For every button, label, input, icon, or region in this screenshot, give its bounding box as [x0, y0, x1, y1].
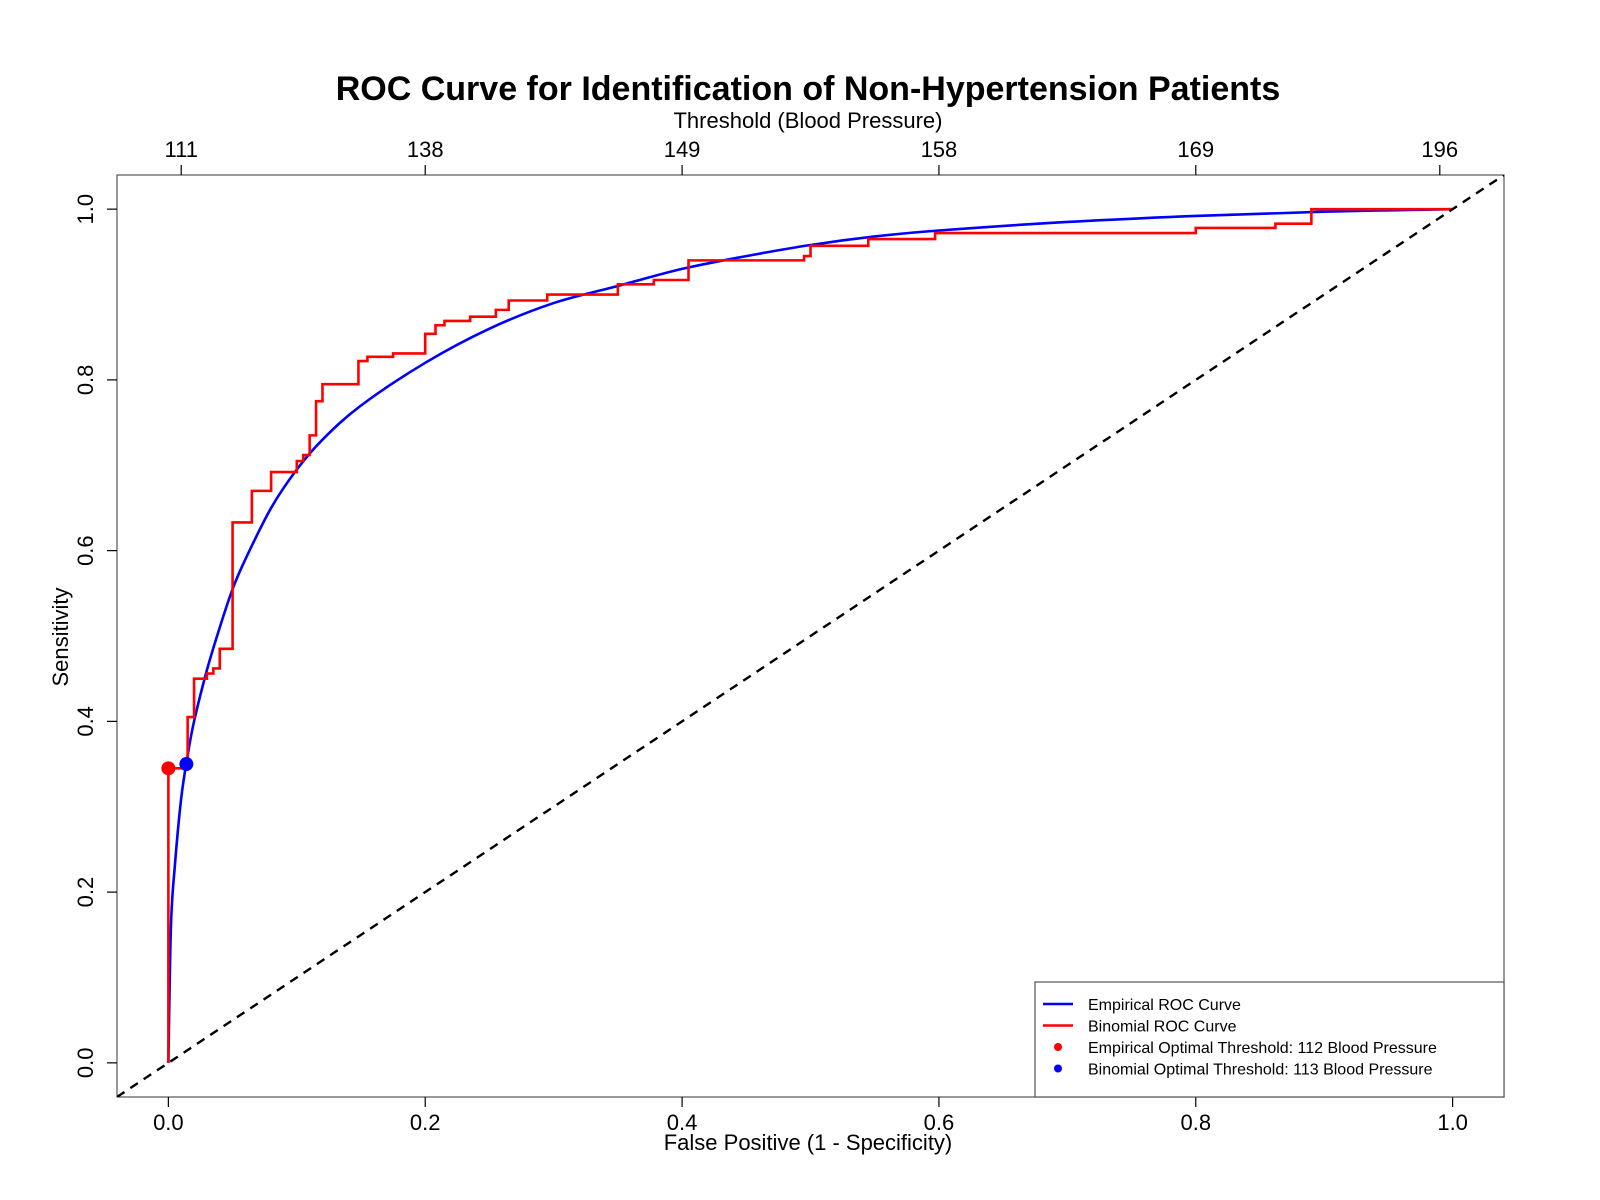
x-tick-label: 0.8 [1180, 1110, 1211, 1135]
series-layer [117, 175, 1504, 1097]
legend-label: Empirical Optimal Threshold: 112 Blood P… [1088, 1040, 1437, 1057]
empirical-optimal-point [161, 761, 176, 776]
x-tick-label: 1.0 [1437, 1110, 1468, 1135]
legend: Empirical ROC Curve Binomial ROC Curve Emp… [1034, 981, 1505, 1098]
chart-title: ROC Curve for Identification of Non-Hype… [336, 70, 1281, 108]
x-tick-label: 0.2 [410, 1110, 441, 1135]
y-tick-label: 1.0 [73, 194, 98, 225]
x-tick-label: 0.0 [153, 1110, 184, 1135]
legend-swatch-point [1054, 1043, 1062, 1051]
plot-frame [116, 174, 1505, 1098]
legend-label: Binomial ROC Curve [1088, 1019, 1237, 1036]
x-tick-label: 0.6 [924, 1110, 955, 1135]
binomial-optimal-point [179, 757, 194, 772]
legend-label: Empirical ROC Curve [1088, 997, 1241, 1014]
y-tick-label: 0.0 [73, 1048, 98, 1079]
top-tick-label: 158 [921, 137, 958, 162]
top-tick-label: 169 [1177, 137, 1214, 162]
x-tick-label: 0.4 [667, 1110, 698, 1135]
top-tick-label: 196 [1421, 137, 1458, 162]
y-axis-title: Sensitivity [48, 587, 73, 686]
legend-swatch-point [1054, 1064, 1062, 1073]
legend-box [1034, 981, 1505, 1098]
reference-diagonal-line [117, 175, 1504, 1097]
axis-ticks: 0.0 0.2 0.4 0.6 0.8 1.0 0.0 0.2 0.4 0.6 0.8 1.0 111 1… [73, 137, 1468, 1135]
top-tick-label: 111 [164, 137, 197, 162]
empirical-roc-line [167, 207, 1453, 1063]
optimal-points [161, 757, 194, 776]
legend-label: Binomial Optimal Threshold: 113 Blood Pr… [1088, 1062, 1433, 1079]
x-axis-title: False Positive (1 - Specificity) [664, 1130, 953, 1155]
top-tick-label: 149 [664, 137, 701, 162]
top-tick-label: 138 [407, 137, 444, 162]
top-axis-title: Threshold (Blood Pressure) [673, 108, 942, 133]
y-tick-label: 0.2 [73, 877, 98, 908]
y-tick-label: 0.8 [73, 365, 98, 396]
y-tick-label: 0.6 [73, 535, 98, 566]
binomial-roc-line [167, 207, 1453, 1063]
y-tick-label: 0.4 [73, 706, 98, 737]
